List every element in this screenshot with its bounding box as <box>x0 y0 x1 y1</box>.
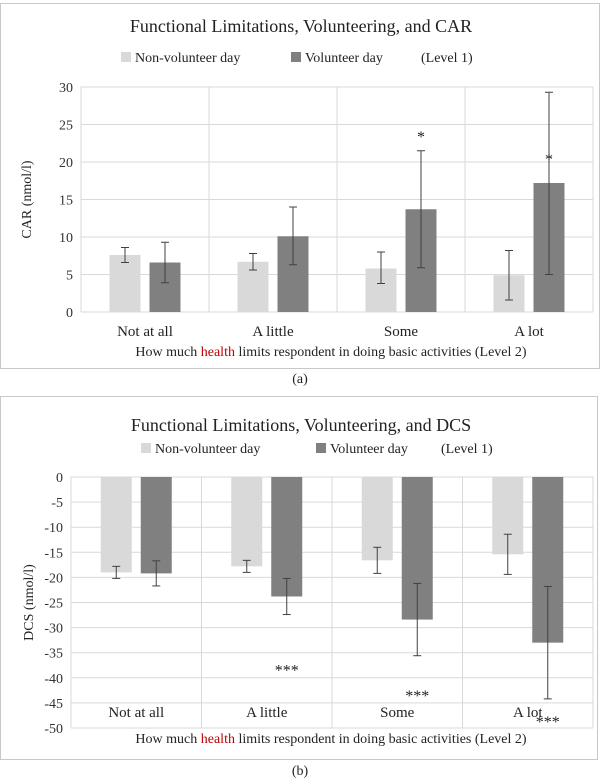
bar-non-volunteer-3 <box>361 477 393 561</box>
y-tick-label: -40 <box>44 672 63 687</box>
y-axis-label: CAR (nmol/l) <box>20 160 35 239</box>
bar-volunteer-1 <box>140 477 172 574</box>
caption-b: (b) <box>291 764 309 779</box>
chart-title: Functional Limitations, Volunteering, an… <box>131 415 471 435</box>
y-tick-label: 5 <box>66 269 73 284</box>
legend-swatch-2 <box>316 443 326 453</box>
legend-level-note: (Level 1) <box>421 51 473 66</box>
x-axis-label: How much health limits respondent in doi… <box>135 732 526 747</box>
legend-label-1: Non-volunteer day <box>155 442 260 457</box>
x-tick-label: Not at all <box>117 324 173 340</box>
y-tick-label: -25 <box>44 597 63 612</box>
significance-marker: * <box>545 151 553 168</box>
car-bar-chart: Functional Limitations, Volunteering, an… <box>20 16 594 360</box>
x-axis-label: How much health limits respondent in doi… <box>135 345 526 360</box>
y-tick-label: -30 <box>44 622 63 637</box>
y-tick-label: -5 <box>51 496 63 511</box>
y-tick-label: -20 <box>44 571 63 586</box>
dcs-bar-chart: Functional Limitations, Volunteering, an… <box>22 415 594 747</box>
significance-marker: *** <box>275 662 299 679</box>
bar-volunteer-2 <box>271 477 303 597</box>
x-tick-label: Not at all <box>108 705 164 721</box>
x-tick-label: A little <box>252 324 294 340</box>
legend-swatch-1 <box>141 443 151 453</box>
bar-non-volunteer-2 <box>231 477 263 567</box>
x-axis-label-highlight: health <box>201 345 235 360</box>
significance-marker: *** <box>405 688 429 705</box>
x-tick-label: Some <box>380 705 415 721</box>
legend-swatch-1 <box>121 52 131 62</box>
significance-marker: *** <box>536 714 560 731</box>
y-tick-label: -10 <box>44 521 63 536</box>
y-tick-label: -35 <box>44 647 63 662</box>
caption-a: (a) <box>292 372 308 387</box>
legend-level-note: (Level 1) <box>441 442 493 457</box>
y-tick-label: -45 <box>44 697 63 712</box>
significance-marker: * <box>417 129 425 146</box>
chart-panel-b: Functional Limitations, Volunteering, an… <box>0 396 598 760</box>
legend-swatch-2 <box>291 52 301 62</box>
legend-label-1: Non-volunteer day <box>135 51 240 66</box>
y-tick-label: 20 <box>59 156 73 171</box>
y-tick-label: 15 <box>59 194 73 209</box>
x-tick-label: Some <box>384 324 419 340</box>
chart-title: Functional Limitations, Volunteering, an… <box>130 16 472 36</box>
chart-panel-a: Functional Limitations, Volunteering, an… <box>0 3 600 369</box>
legend-label-2: Volunteer day <box>305 51 383 66</box>
legend-label-2: Volunteer day <box>330 442 408 457</box>
y-tick-label: 10 <box>59 231 73 246</box>
x-axis-label-part: limits respondent in doing basic activit… <box>235 345 527 360</box>
x-axis-label-part: How much <box>135 732 200 747</box>
x-tick-label: A little <box>246 705 288 721</box>
y-tick-label: -15 <box>44 546 63 561</box>
y-tick-label: 0 <box>56 471 63 486</box>
x-axis-label-part: limits respondent in doing basic activit… <box>235 732 527 747</box>
y-tick-label: 25 <box>59 119 73 134</box>
y-tick-label: 30 <box>59 81 73 96</box>
y-tick-label: -50 <box>44 722 63 737</box>
y-axis-label: DCS (nmol/l) <box>22 564 37 641</box>
x-tick-label: A lot <box>513 705 543 721</box>
bar-non-volunteer-1 <box>109 255 141 312</box>
x-axis-label-part: How much <box>135 345 200 360</box>
x-tick-label: A lot <box>514 324 544 340</box>
y-tick-label: 0 <box>66 306 73 321</box>
x-axis-label-highlight: health <box>201 732 235 747</box>
bar-non-volunteer-1 <box>100 477 132 573</box>
